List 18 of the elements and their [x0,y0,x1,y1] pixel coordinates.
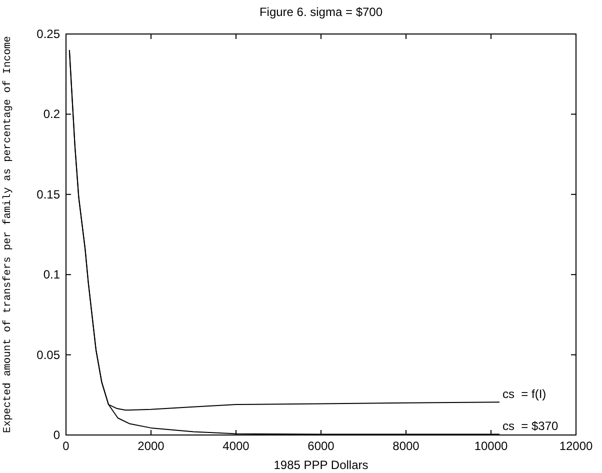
x-axis-title: 1985 PPP Dollars [274,458,368,472]
y-tick-label: 0.25 [36,27,60,41]
y-tick-label: 0.15 [36,187,60,202]
x-tick-label: 8000 [392,439,420,453]
x-tick-label: 12000 [559,439,594,453]
x-tick-label: 2000 [138,439,165,453]
x-tick-label: 6000 [308,439,335,453]
y-tick-label: 0.1 [43,268,60,282]
y-tick-label: 0.05 [36,348,60,362]
y-axis-title: Expected amount of transfers per family as percentage of Income [2,36,14,433]
x-tick-label: 0 [62,439,70,453]
y-tick-label: 0 [53,428,60,442]
x-tick-label: 10000 [474,439,508,453]
y-tick-label: 0.2 [43,107,60,122]
series-label: cs = $370 [502,419,559,434]
series-label: cs = f(I) [502,387,546,402]
x-tick-label: 4000 [222,439,250,453]
chart-title: Figure 6. sigma = $700 [259,5,383,19]
